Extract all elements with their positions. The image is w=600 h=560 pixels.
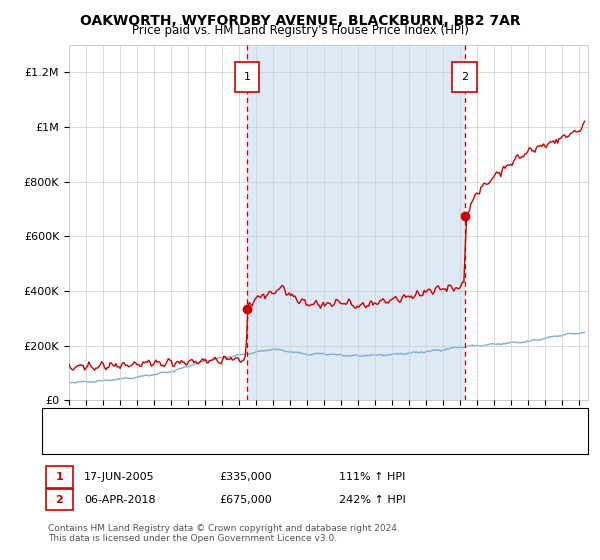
FancyBboxPatch shape <box>452 62 477 92</box>
Text: 1: 1 <box>56 472 63 482</box>
Text: 06-APR-2018: 06-APR-2018 <box>84 494 155 505</box>
Text: Price paid vs. HM Land Registry's House Price Index (HPI): Price paid vs. HM Land Registry's House … <box>131 24 469 36</box>
FancyBboxPatch shape <box>235 62 259 92</box>
Text: 111% ↑ HPI: 111% ↑ HPI <box>339 472 406 482</box>
Bar <box>247 45 465 400</box>
Text: £335,000: £335,000 <box>219 472 272 482</box>
Text: 2: 2 <box>56 494 63 505</box>
Text: HPI: Average price, detached house, Blackburn with Darwen: HPI: Average price, detached house, Blac… <box>96 435 391 445</box>
Text: OAKWORTH, WYFORDBY AVENUE, BLACKBURN, BB2 7AR: OAKWORTH, WYFORDBY AVENUE, BLACKBURN, BB… <box>80 14 520 28</box>
Text: 242% ↑ HPI: 242% ↑ HPI <box>339 494 406 505</box>
Text: 1: 1 <box>244 72 250 82</box>
Text: 2: 2 <box>461 72 469 82</box>
Text: 17-JUN-2005: 17-JUN-2005 <box>84 472 155 482</box>
Text: £675,000: £675,000 <box>219 494 272 505</box>
Text: Contains HM Land Registry data © Crown copyright and database right 2024.
This d: Contains HM Land Registry data © Crown c… <box>48 524 400 543</box>
Text: OAKWORTH, WYFORDBY AVENUE, BLACKBURN, BB2 7AR (detached house): OAKWORTH, WYFORDBY AVENUE, BLACKBURN, BB… <box>96 417 461 426</box>
